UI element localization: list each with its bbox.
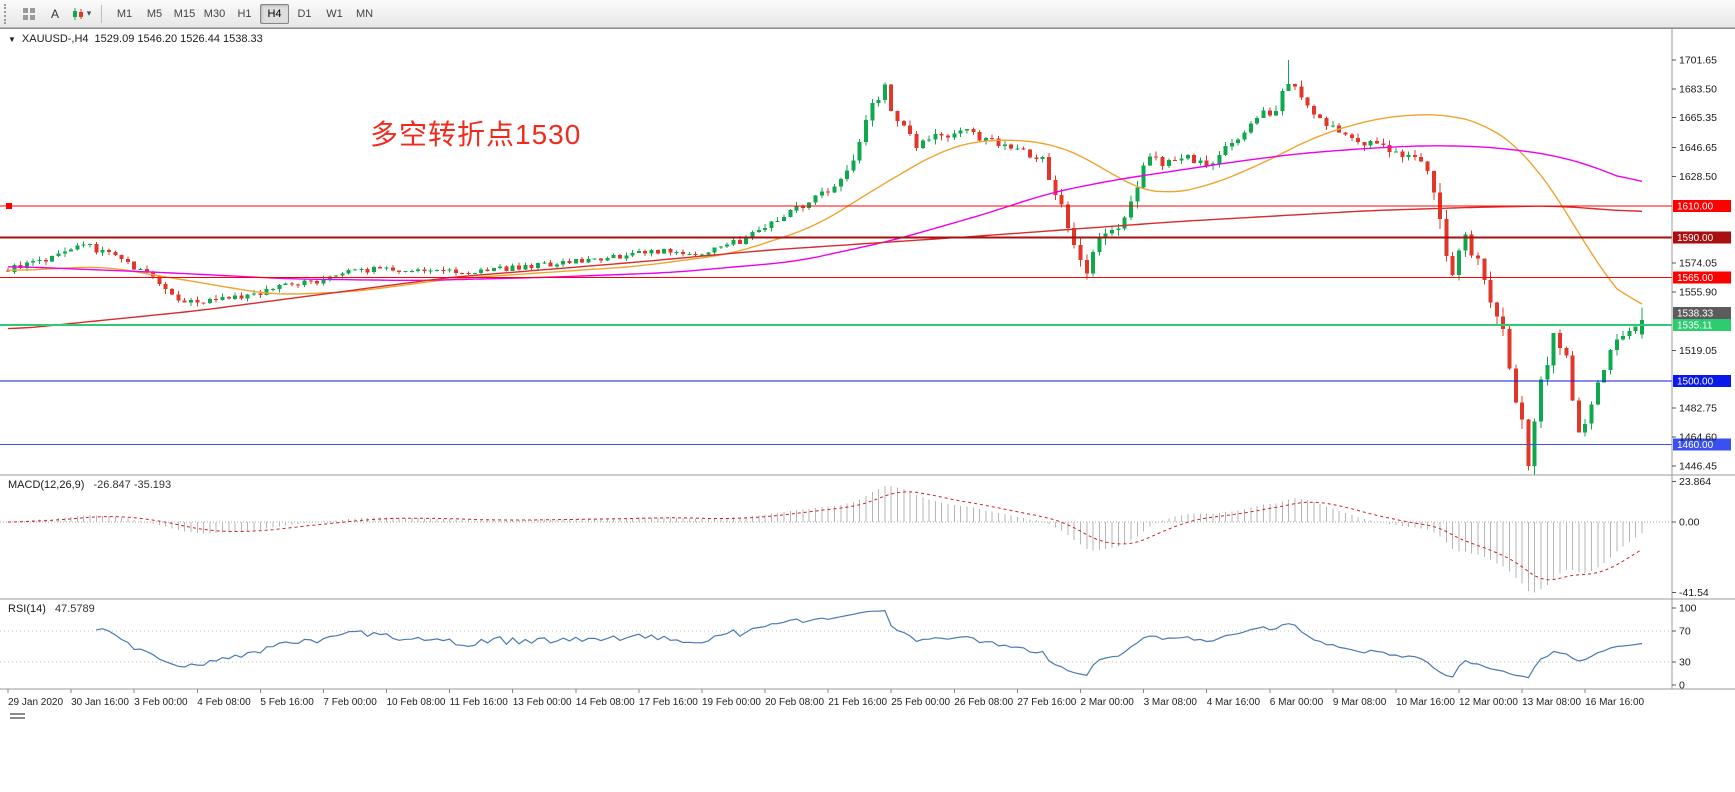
time-label: 27 Feb 16:00 <box>1017 697 1076 708</box>
toolbar-separator <box>101 4 102 23</box>
grid-icon <box>23 7 35 20</box>
svg-text:-41.54: -41.54 <box>1679 587 1709 599</box>
grid-toggle-button[interactable] <box>17 3 41 25</box>
time-label: 14 Feb 08:00 <box>576 697 635 708</box>
ma-slow-red <box>7 205 1643 330</box>
time-label: 4 Feb 08:00 <box>197 697 251 708</box>
timeframe-button-w1[interactable]: W1 <box>320 4 349 24</box>
time-label: 2 Mar 00:00 <box>1081 697 1135 708</box>
svg-text:1701.65: 1701.65 <box>1679 55 1717 67</box>
timeframe-button-h4[interactable]: H4 <box>260 3 289 24</box>
svg-text:1565.00: 1565.00 <box>1677 273 1714 284</box>
time-label: 3 Mar 08:00 <box>1144 697 1198 708</box>
toolbar-drag-handle[interactable] <box>4 3 10 24</box>
svg-text:1538.33: 1538.33 <box>1677 308 1714 319</box>
time-label: 3 Feb 00:00 <box>134 697 188 708</box>
time-label: 25 Feb 00:00 <box>891 697 950 708</box>
svg-text:1628.50: 1628.50 <box>1679 171 1717 183</box>
svg-text:1665.35: 1665.35 <box>1679 112 1717 124</box>
svg-text:1590.00: 1590.00 <box>1677 233 1714 244</box>
svg-text:1535.11: 1535.11 <box>1677 320 1713 331</box>
time-label: 29 Jan 2020 <box>8 697 63 708</box>
price-chart-canvas[interactable]: 1610.00 1590.00 1565.00 1535.11 1500.00 1460.… <box>0 29 1735 792</box>
macd-axis: 23.864 0.00 -41.54 <box>1672 476 1711 599</box>
timeframe-button-d1[interactable]: D1 <box>290 4 319 24</box>
svg-text:0.00: 0.00 <box>1679 517 1700 529</box>
time-label: 20 Feb 08:00 <box>765 697 824 708</box>
svg-text:100: 100 <box>1679 603 1697 615</box>
macd-signal-line <box>7 491 1643 581</box>
bid-price-tag: 1538.33 <box>1673 306 1731 319</box>
ma-fast-orange <box>7 113 1643 305</box>
hline-anchor[interactable] <box>6 202 12 209</box>
price-tag-1535.11: 1535.11 <box>1673 318 1731 331</box>
time-label: 12 Mar 00:00 <box>1459 697 1518 708</box>
svg-text:0: 0 <box>1679 680 1685 692</box>
time-label: 13 Mar 08:00 <box>1522 697 1581 708</box>
text-annotation-button[interactable]: A <box>43 3 67 25</box>
svg-text:1464.60: 1464.60 <box>1679 432 1717 444</box>
time-axis[interactable]: 29 Jan 2020 30 Jan 16:00 3 Feb 00:00 4 Feb … <box>7 689 1645 708</box>
svg-text:23.864: 23.864 <box>1679 476 1711 488</box>
time-label: 10 Feb 08:00 <box>387 697 446 708</box>
chart-window: 1610.00 1590.00 1565.00 1535.11 1500.00 1460.… <box>0 28 1735 792</box>
toolbar: A ▾ M1 M5 M15 M30 H1 H4 D1 W1 MN <box>0 0 1735 28</box>
time-label: 5 Feb 16:00 <box>260 697 314 708</box>
price-tag-1590.00: 1590.00 <box>1673 231 1731 244</box>
timeframe-button-m30[interactable]: M30 <box>200 4 229 24</box>
time-label: 17 Feb 16:00 <box>639 697 698 708</box>
time-label: 13 Feb 00:00 <box>513 697 572 708</box>
svg-text:1574.05: 1574.05 <box>1679 258 1717 270</box>
svg-text:1646.65: 1646.65 <box>1679 142 1717 154</box>
candlestick-icon <box>72 7 83 20</box>
annotation-text[interactable]: 多空转折点1530 <box>370 119 582 150</box>
price-tag-1565.00: 1565.00 <box>1673 271 1731 284</box>
svg-text:1482.75: 1482.75 <box>1679 403 1717 415</box>
svg-text:1519.05: 1519.05 <box>1679 345 1717 357</box>
time-label: 10 Mar 16:00 <box>1396 697 1455 708</box>
timeframe-button-m1[interactable]: M1 <box>110 4 139 24</box>
timeframe-button-mn[interactable]: MN <box>350 4 379 24</box>
svg-text:1460.00: 1460.00 <box>1677 440 1714 451</box>
timeframe-group: M1 M5 M15 M30 H1 H4 D1 W1 MN <box>110 3 379 24</box>
price-tag-1460.00: 1460.00 <box>1673 438 1731 451</box>
time-label: 19 Feb 00:00 <box>702 697 761 708</box>
timeframe-button-m5[interactable]: M5 <box>140 4 169 24</box>
candles <box>6 60 1644 475</box>
svg-text:1610.00: 1610.00 <box>1677 201 1714 212</box>
rsi-axis: 100 70 30 0 <box>1672 603 1697 692</box>
time-label: 21 Feb 16:00 <box>828 697 887 708</box>
rsi-line <box>96 609 1643 679</box>
price-tag-1610.00: 1610.00 <box>1673 199 1731 212</box>
ma-medium-magenta <box>7 145 1643 281</box>
time-label: 6 Mar 00:00 <box>1270 697 1324 708</box>
macd-histogram <box>13 485 1643 593</box>
price-axis: 1701.65 1683.50 1665.35 1646.65 1628.50 1574.… <box>1672 55 1717 473</box>
timeframe-button-h1[interactable]: H1 <box>230 4 259 24</box>
svg-text:1683.50: 1683.50 <box>1679 83 1717 95</box>
svg-text:1555.90: 1555.90 <box>1679 286 1717 298</box>
time-label: 26 Feb 08:00 <box>954 697 1013 708</box>
price-tag-1500.00: 1500.00 <box>1673 374 1731 387</box>
indicators-button[interactable]: ▾ <box>69 3 93 25</box>
time-label: 9 Mar 08:00 <box>1333 697 1387 708</box>
time-label: 7 Feb 00:00 <box>323 697 377 708</box>
svg-text:1446.45: 1446.45 <box>1679 461 1717 473</box>
time-label: 11 Feb 16:00 <box>450 697 509 708</box>
time-label: 30 Jan 16:00 <box>71 697 129 708</box>
scrollbar-indicator[interactable] <box>10 713 25 721</box>
svg-text:70: 70 <box>1679 626 1691 638</box>
svg-text:30: 30 <box>1679 656 1691 668</box>
time-label: 4 Mar 16:00 <box>1207 697 1261 708</box>
chevron-down-icon: ▾ <box>86 8 92 18</box>
svg-text:1500.00: 1500.00 <box>1677 376 1714 387</box>
timeframe-button-m15[interactable]: M15 <box>170 4 199 24</box>
time-label: 16 Mar 16:00 <box>1585 697 1644 708</box>
